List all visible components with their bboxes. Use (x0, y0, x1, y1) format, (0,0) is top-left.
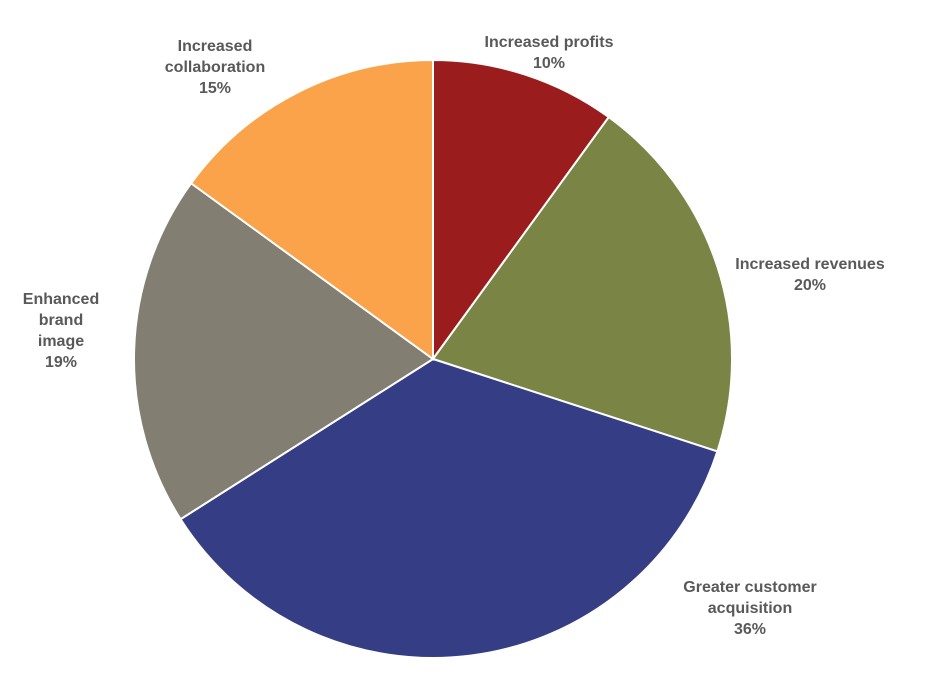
label-greater-customer-acquisition: Greater customer acquisition 36% (683, 577, 816, 640)
slice-percent: 10% (532, 55, 566, 72)
slice-increased-collaboration (189, 58, 434, 361)
pie-slices (133, 58, 733, 659)
label-increased-collaboration: Increased collaboration 15% (165, 36, 265, 99)
slice-name-line2: collaboration (164, 59, 266, 76)
slice-increased-profits (432, 58, 611, 363)
label-increased-profits: Increased profits 10% (485, 32, 614, 74)
slice-name-line2: acquisition (707, 600, 793, 617)
slice-percent: 19% (44, 354, 78, 371)
slice-name-line2: brand (38, 312, 84, 329)
slice-name: Increased revenues (735, 256, 885, 273)
slice-percent: 15% (198, 80, 232, 97)
slice-greater-customer-acquisition (179, 357, 719, 659)
slice-name-line1: Enhanced (22, 291, 100, 308)
slice-percent: 36% (733, 621, 767, 638)
slice-name-line1: Increased (177, 38, 253, 55)
slice-name: Increased profits (484, 34, 614, 51)
slice-name-line3: image (37, 333, 85, 350)
slice-name-line1: Greater customer (683, 579, 817, 596)
slice-increased-revenues (431, 115, 733, 453)
slice-percent: 20% (793, 277, 827, 294)
slice-enhanced-brand-image (133, 181, 435, 521)
label-enhanced-brand-image: Enhanced brand image 19% (23, 289, 99, 373)
label-increased-revenues: Increased revenues 20% (735, 254, 884, 296)
